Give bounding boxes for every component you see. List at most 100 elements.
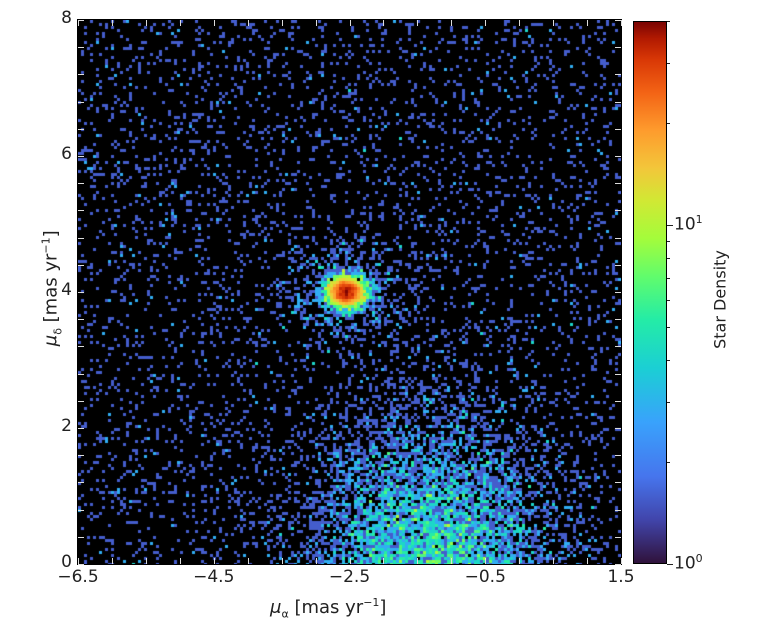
colorbar-major-tick (667, 564, 673, 565)
x-tick-label: 1.5 (607, 567, 635, 587)
colorbar-tick-label: 101 (674, 213, 703, 235)
y-tick-mark (615, 128, 621, 130)
y-tick-mark (615, 455, 621, 457)
y-tick-mark (78, 210, 84, 212)
y-tick-mark (78, 346, 84, 348)
x-tick-mark (451, 558, 453, 564)
y-tick-mark (615, 47, 621, 49)
y-tick-mark (78, 455, 84, 457)
y-tick-mark (78, 183, 84, 185)
y-tick-mark (615, 482, 621, 484)
x-tick-label: −0.5 (464, 567, 506, 587)
x-tick-mark (553, 20, 555, 26)
y-tick-mark (78, 156, 84, 157)
x-tick-mark (213, 558, 215, 564)
y-tick-mark (78, 564, 84, 565)
x-tick-mark (111, 558, 113, 564)
x-tick-mark (485, 20, 487, 26)
x-tick-mark (111, 20, 113, 26)
y-tick-mark (615, 210, 621, 212)
y-tick-mark (615, 101, 621, 103)
x-tick-mark (451, 20, 453, 26)
x-axis-label: μα [mas yr−1] (270, 596, 387, 621)
x-tick-mark (213, 20, 215, 26)
colorbar-minor-tick (667, 240, 670, 242)
x-tick-mark (145, 558, 147, 564)
y-tick-mark (78, 373, 84, 375)
colorbar-minor-tick (667, 257, 670, 259)
y-tick-mark (78, 237, 84, 239)
y-tick-mark (615, 536, 621, 538)
x-tick-mark (78, 558, 79, 564)
colorbar-major-tick (667, 225, 673, 227)
y-tick-mark (78, 482, 84, 484)
x-tick-mark (485, 558, 487, 564)
x-tick-mark (281, 20, 283, 26)
y-tick-mark (78, 319, 84, 321)
colorbar-minor-tick (667, 359, 670, 361)
y-tick-mark (615, 509, 621, 511)
plot-area (77, 19, 622, 565)
y-tick-mark (615, 319, 621, 321)
y-tick-mark (615, 292, 621, 293)
y-tick-mark (615, 564, 621, 565)
y-tick-mark (78, 428, 84, 429)
y-tick-mark (615, 183, 621, 185)
x-tick-mark (78, 20, 79, 26)
y-tick-mark (78, 536, 84, 538)
y-axis-label: μδ [mas yr−1] (39, 230, 65, 347)
y-tick-mark (615, 373, 621, 375)
x-tick-mark (553, 558, 555, 564)
y-tick-mark (78, 47, 84, 49)
x-tick-mark (519, 558, 521, 564)
y-tick-mark (78, 101, 84, 103)
y-tick-mark (615, 156, 621, 157)
y-tick-label: 2 (61, 416, 72, 436)
y-tick-label: 4 (61, 280, 72, 300)
colorbar-minor-tick (667, 300, 670, 302)
colorbar-tick-label: 100 (674, 552, 703, 574)
x-tick-mark (383, 558, 385, 564)
colorbar-minor-tick (667, 461, 670, 463)
colorbar-minor-tick (667, 21, 670, 22)
x-tick-mark (587, 20, 589, 26)
y-tick-mark (615, 346, 621, 348)
x-tick-mark (587, 558, 589, 564)
y-tick-mark (615, 74, 621, 76)
y-tick-mark (78, 264, 84, 266)
y-tick-mark (615, 237, 621, 239)
x-tick-mark (417, 20, 419, 26)
y-tick-label: 6 (61, 144, 72, 164)
density-heatmap (78, 20, 621, 564)
x-tick-mark (179, 558, 181, 564)
x-tick-mark (621, 558, 622, 564)
y-tick-label: 8 (61, 8, 72, 28)
x-tick-mark (621, 20, 622, 26)
y-tick-mark (78, 509, 84, 511)
x-tick-mark (281, 558, 283, 564)
x-tick-label: −4.5 (193, 567, 235, 587)
x-tick-mark (247, 20, 249, 26)
colorbar-minor-tick (667, 123, 670, 125)
x-tick-mark (179, 20, 181, 26)
x-tick-mark (383, 20, 385, 26)
x-tick-mark (315, 558, 317, 564)
colorbar-minor-tick (667, 277, 670, 279)
y-tick-mark (615, 20, 621, 21)
y-tick-mark (78, 128, 84, 130)
y-tick-mark (78, 292, 84, 293)
x-tick-mark (349, 558, 351, 564)
x-tick-mark (417, 558, 419, 564)
y-tick-mark (78, 74, 84, 76)
colorbar-minor-tick (667, 63, 670, 65)
x-tick-mark (349, 20, 351, 26)
y-tick-label: 0 (61, 552, 72, 572)
y-tick-mark (615, 400, 621, 402)
x-tick-mark (145, 20, 147, 26)
colorbar-label: Star Density (710, 250, 730, 349)
colorbar-minor-tick (667, 402, 670, 404)
x-tick-label: −6.5 (57, 567, 99, 587)
y-tick-mark (78, 400, 84, 402)
x-tick-label: −2.5 (328, 567, 371, 587)
y-tick-mark (615, 264, 621, 266)
